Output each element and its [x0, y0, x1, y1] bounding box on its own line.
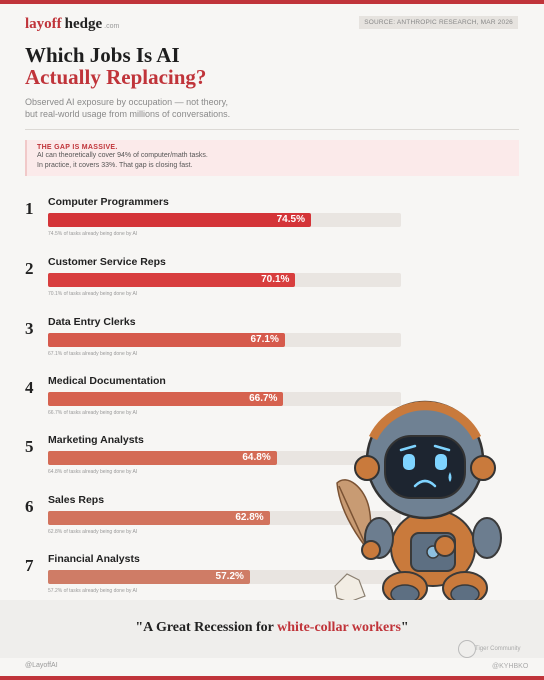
chart-row: 3 Data Entry Clerks 67.1% 67.1% of tasks al… [25, 315, 405, 367]
callout-line1: AI can theoretically cover 94% of comput… [37, 152, 208, 159]
subtitle-line2: but real-world usage from millions of co… [25, 109, 231, 119]
rank-number: 4 [25, 378, 34, 397]
brand-part-layoff: layoff [25, 16, 62, 32]
bar-track: 74.5% [48, 213, 401, 227]
callout-line2: In practice, it covers 33%. That gap is … [37, 162, 193, 169]
bar-fill: 64.8% [48, 451, 277, 465]
chart-row: 7 Financial Analysts 57.2% 57.2% of tasks a… [25, 552, 405, 604]
bar-note: 64.8% of tasks already being done by AI [48, 469, 138, 475]
bar-note: 57.2% of tasks already being done by AI [48, 588, 138, 594]
chart-row: 5 Marketing Analysts 64.8% 64.8% of tasks a… [25, 433, 405, 485]
bar-note: 74.5% of tasks already being done by AI [48, 231, 138, 237]
quote-open: "A Great Recession for [135, 620, 278, 635]
chart-row: 6 Sales Reps 62.8% 62.8% of tasks already b… [25, 493, 405, 545]
category-label: Sales Reps [48, 494, 105, 506]
bar-note: 66.7% of tasks already being done by AI [48, 410, 138, 416]
bar-note: 62.8% of tasks already being done by AI [48, 529, 138, 535]
gap-callout: THE GAP IS MASSIVE. AI can theoretically… [25, 140, 519, 176]
bottom-accent-stripe [0, 676, 544, 680]
bar-value-label: 57.2% [215, 571, 244, 582]
bar-track: 66.7% [48, 392, 401, 406]
watermark-handle: @KYHBKO [492, 663, 529, 670]
quote-band [0, 600, 544, 658]
bar-fill: 62.8% [48, 511, 270, 525]
bar-note: 70.1% of tasks already being done by AI [48, 291, 138, 297]
rank-number: 1 [25, 199, 34, 218]
rank-number: 3 [25, 319, 34, 338]
bar-track: 57.2% [48, 570, 401, 584]
rank-number: 6 [25, 497, 34, 516]
page-title-line2: Actually Replacing? [25, 65, 207, 89]
bar-value-label: 74.5% [276, 214, 305, 225]
rank-number: 2 [25, 259, 34, 278]
closing-quote: "A Great Recession for white-collar work… [0, 620, 544, 636]
bar-value-label: 66.7% [249, 393, 278, 404]
callout-heading: THE GAP IS MASSIVE. [37, 144, 118, 151]
bar-track: 62.8% [48, 511, 401, 525]
bar-value-label: 70.1% [261, 274, 290, 285]
bar-fill: 70.1% [48, 273, 296, 287]
brand-part-hedge: hedge [64, 16, 103, 32]
bar-fill: 74.5% [48, 213, 311, 227]
page-subtitle: Observed AI exposure by occupation — not… [25, 96, 285, 120]
rank-number: 7 [25, 556, 34, 575]
tiger-community-logo-icon [458, 640, 476, 658]
sad-robot-illustration [334, 400, 502, 605]
chart-row: 1 Computer Programmers 74.5% 74.5% of tasks… [25, 195, 405, 247]
bar-track: 67.1% [48, 333, 401, 347]
brand-part-domain: .com [104, 23, 120, 30]
rank-number: 5 [25, 437, 34, 456]
bar-note: 67.1% of tasks already being done by AI [48, 351, 138, 357]
chart-row: 4 Medical Documentation 66.7% 66.7% of task… [25, 374, 405, 426]
quote-highlight: white-collar workers [277, 620, 401, 635]
bar-track: 70.1% [48, 273, 401, 287]
chart-row: 2 Customer Service Reps 70.1% 70.1% of task… [25, 255, 405, 307]
bar-fill: 67.1% [48, 333, 285, 347]
category-label: Marketing Analysts [48, 434, 144, 446]
bar-value-label: 67.1% [250, 334, 279, 345]
bar-value-label: 62.8% [235, 512, 264, 523]
bar-value-label: 64.8% [242, 452, 271, 463]
header-divider [25, 129, 519, 130]
crumpled-paper-icon [334, 573, 366, 603]
category-label: Data Entry Clerks [48, 316, 136, 328]
quote-close: " [400, 620, 409, 635]
bar-fill: 66.7% [48, 392, 284, 406]
footer-handle[interactable]: @LayoffAI [25, 662, 58, 669]
top-accent-stripe [0, 0, 544, 4]
bar-track: 64.8% [48, 451, 401, 465]
category-label: Customer Service Reps [48, 256, 166, 268]
category-label: Financial Analysts [48, 553, 140, 565]
page-title-line1: Which Jobs Is AI [25, 43, 180, 67]
category-label: Computer Programmers [48, 196, 169, 208]
source-badge: SOURCE: ANTHROPIC RESEARCH, MAR 2026 [359, 16, 518, 29]
category-label: Medical Documentation [48, 375, 166, 387]
watermark-name: Tiger Community [475, 646, 521, 652]
subtitle-line1: Observed AI exposure by occupation — not… [25, 97, 228, 107]
bar-fill: 57.2% [48, 570, 250, 584]
brand-logo[interactable]: layoff hedge .com [25, 16, 119, 33]
